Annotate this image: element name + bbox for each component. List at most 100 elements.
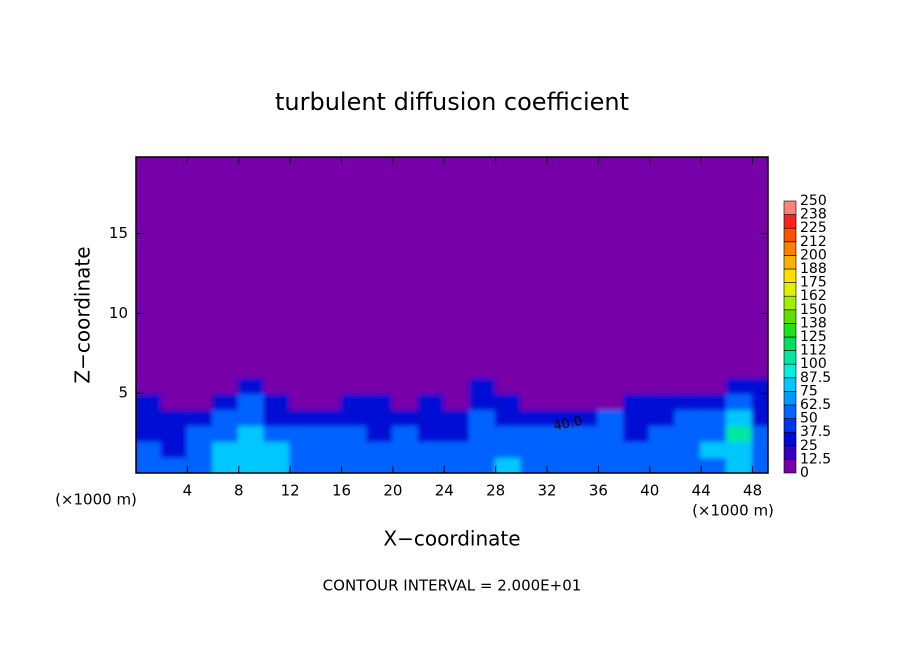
- field-cell: [700, 408, 728, 427]
- colorbar-label: 175: [800, 275, 827, 291]
- x-tick-label: 48: [743, 482, 762, 500]
- x-tick-label: 24: [435, 482, 454, 500]
- field-cell: [340, 376, 369, 395]
- colorbar-swatch: [783, 227, 797, 243]
- field-cell: [546, 440, 574, 459]
- field-cell: [366, 376, 394, 395]
- field-cell: [340, 392, 369, 411]
- field-cell: [725, 440, 754, 459]
- field-cell: [468, 376, 497, 395]
- field-cell: [160, 360, 189, 379]
- field-cell: [674, 392, 703, 411]
- field-cell: [136, 360, 163, 379]
- field-cell: [340, 424, 369, 443]
- colorbar-label: 12.5: [800, 451, 831, 467]
- field-cell: [263, 456, 292, 473]
- field-cell: [751, 440, 768, 459]
- colorbar-swatch: [783, 295, 797, 311]
- field-cell: [186, 408, 215, 427]
- colorbar-label: 62.5: [800, 397, 831, 413]
- chart-title: turbulent diffusion coefficient: [275, 88, 629, 116]
- field-cell: [289, 408, 317, 427]
- field-cell: [417, 392, 446, 411]
- field-cell: [186, 392, 215, 411]
- field-cell: [674, 376, 703, 395]
- field-cell: [623, 456, 651, 473]
- colorbar: 012.52537.55062.57587.510011212513815016…: [783, 193, 831, 481]
- field-cell: [314, 376, 343, 395]
- contour-label: 40.0: [552, 414, 583, 435]
- field-cell: [700, 392, 728, 411]
- field-cell: [314, 408, 343, 427]
- field-cell: [648, 440, 677, 459]
- field-cell: [571, 440, 600, 459]
- field-cell: [520, 440, 549, 459]
- field-cell: [725, 456, 754, 473]
- colorbar-swatch: [783, 418, 797, 433]
- colorbar-label: 37.5: [800, 424, 831, 440]
- field-cell: [263, 408, 292, 427]
- field-cell: [546, 456, 574, 473]
- field-cell: [700, 440, 728, 459]
- colorbar-label: 150: [800, 302, 827, 318]
- y-tick-label: 5: [118, 384, 128, 402]
- colorbar-label: 138: [800, 315, 827, 331]
- field-cell: [366, 424, 394, 443]
- field-cell: [391, 440, 420, 459]
- field-cell: [186, 360, 215, 379]
- x-tick-label: 20: [383, 482, 402, 500]
- field-cell: [571, 424, 600, 443]
- contour-interval: CONTOUR INTERVAL = 2.000E+01: [323, 577, 582, 595]
- field-cell: [237, 360, 266, 379]
- field-cell: [391, 392, 420, 411]
- colorbar-swatch: [783, 459, 797, 474]
- field-cell: [494, 376, 523, 395]
- field-cell: [674, 456, 703, 473]
- field-cell: [417, 376, 446, 395]
- field-cell: [443, 360, 471, 379]
- colorbar-swatch: [783, 445, 797, 460]
- field-cell: [314, 456, 343, 473]
- colorbar-swatch: [783, 214, 797, 229]
- field-cell: [160, 424, 189, 443]
- field-cell: [597, 456, 626, 473]
- plot-frame: [135, 156, 769, 474]
- field-cell: [186, 376, 215, 395]
- field-cell: [700, 376, 728, 395]
- field-cell: [468, 440, 497, 459]
- field-cell: [520, 376, 549, 395]
- field-cell: [160, 408, 189, 427]
- field-cell: [186, 424, 215, 443]
- field-cell: [597, 424, 626, 443]
- field-cell: [136, 392, 163, 411]
- colorbar-label: 100: [800, 356, 827, 372]
- field-cell: [443, 376, 471, 395]
- field-cell: [468, 392, 497, 411]
- field-cell: [263, 360, 292, 379]
- x-tick-label: 44: [692, 482, 711, 500]
- field-cell: [674, 424, 703, 443]
- field-cell: [417, 424, 446, 443]
- field-cell: [623, 408, 651, 427]
- colorbar-swatch: [783, 377, 797, 392]
- field-cell: [494, 440, 523, 459]
- y-tick-label: 10: [109, 304, 128, 322]
- x-tick-label: 32: [538, 482, 557, 500]
- field-cell: [494, 392, 523, 411]
- field-cell: [597, 392, 626, 411]
- field-cell: [366, 392, 394, 411]
- colorbar-label: 87.5: [800, 370, 831, 386]
- field-cell: [725, 424, 754, 443]
- field-cell: [571, 360, 600, 379]
- plot-area: [136, 157, 768, 473]
- field-cell: [546, 360, 574, 379]
- field-cell: [212, 424, 240, 443]
- field-cell: [546, 376, 574, 395]
- field-cell: [366, 408, 394, 427]
- field-cell: [597, 408, 626, 427]
- field-cell: [136, 376, 163, 395]
- colorbar-swatch: [783, 268, 797, 283]
- field-cell: [314, 440, 343, 459]
